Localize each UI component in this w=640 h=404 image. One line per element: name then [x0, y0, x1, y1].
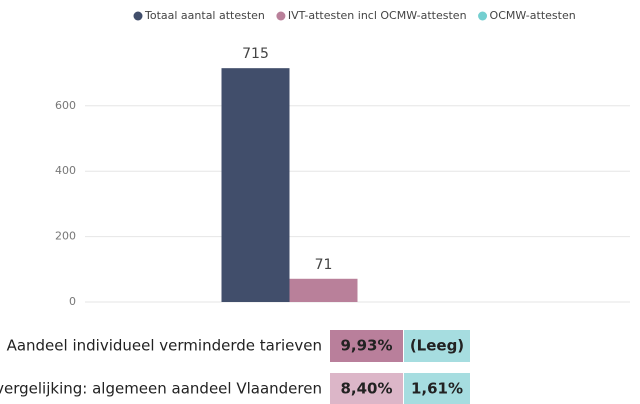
cell-value: 8,40% [340, 380, 392, 398]
data-label: 715 [242, 46, 269, 62]
table-cell [330, 330, 403, 362]
legend-swatch [478, 11, 488, 21]
legend-swatch [276, 11, 286, 21]
legend-label: IVT-attesten incl OCMW-attesten [288, 9, 467, 22]
cell-value: 9,93% [340, 337, 392, 355]
table-cell [330, 373, 403, 404]
cell-value: 1,61% [411, 380, 463, 398]
legend-swatch [133, 11, 143, 21]
row-label: Ter vergelijking: algemeen aandeel Vlaan… [0, 380, 322, 398]
table-cell [404, 373, 470, 404]
y-tick-label: 600 [55, 99, 76, 112]
y-tick-label: 200 [55, 230, 76, 243]
cell-value: (Leeg) [410, 337, 464, 355]
y-tick-label: 400 [55, 164, 76, 177]
row-label: Aandeel individueel verminderde tarieven [7, 337, 322, 355]
bar [289, 278, 358, 302]
legend-label: Totaal aantal attesten [144, 9, 265, 22]
legend-label: OCMW-attesten [490, 9, 576, 22]
bar [221, 68, 290, 302]
table-cell [404, 330, 470, 362]
data-label: 71 [315, 257, 333, 273]
y-tick-label: 0 [69, 295, 76, 308]
